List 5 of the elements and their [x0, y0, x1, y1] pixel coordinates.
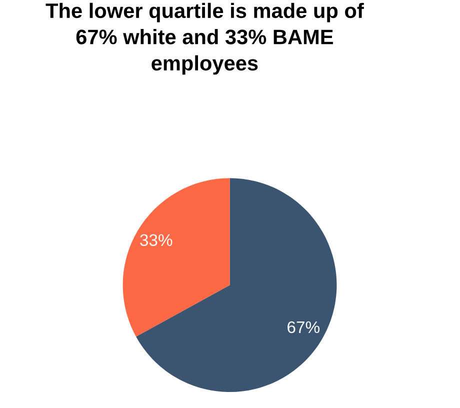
data-label: 33%	[140, 234, 172, 246]
pie-slice	[136, 178, 337, 392]
chart-title: The lower quartile is made up of 67% white and 33% BAME employees	[46, 2, 364, 75]
data-label: 67%	[288, 321, 320, 334]
pie-slice	[122, 178, 230, 337]
